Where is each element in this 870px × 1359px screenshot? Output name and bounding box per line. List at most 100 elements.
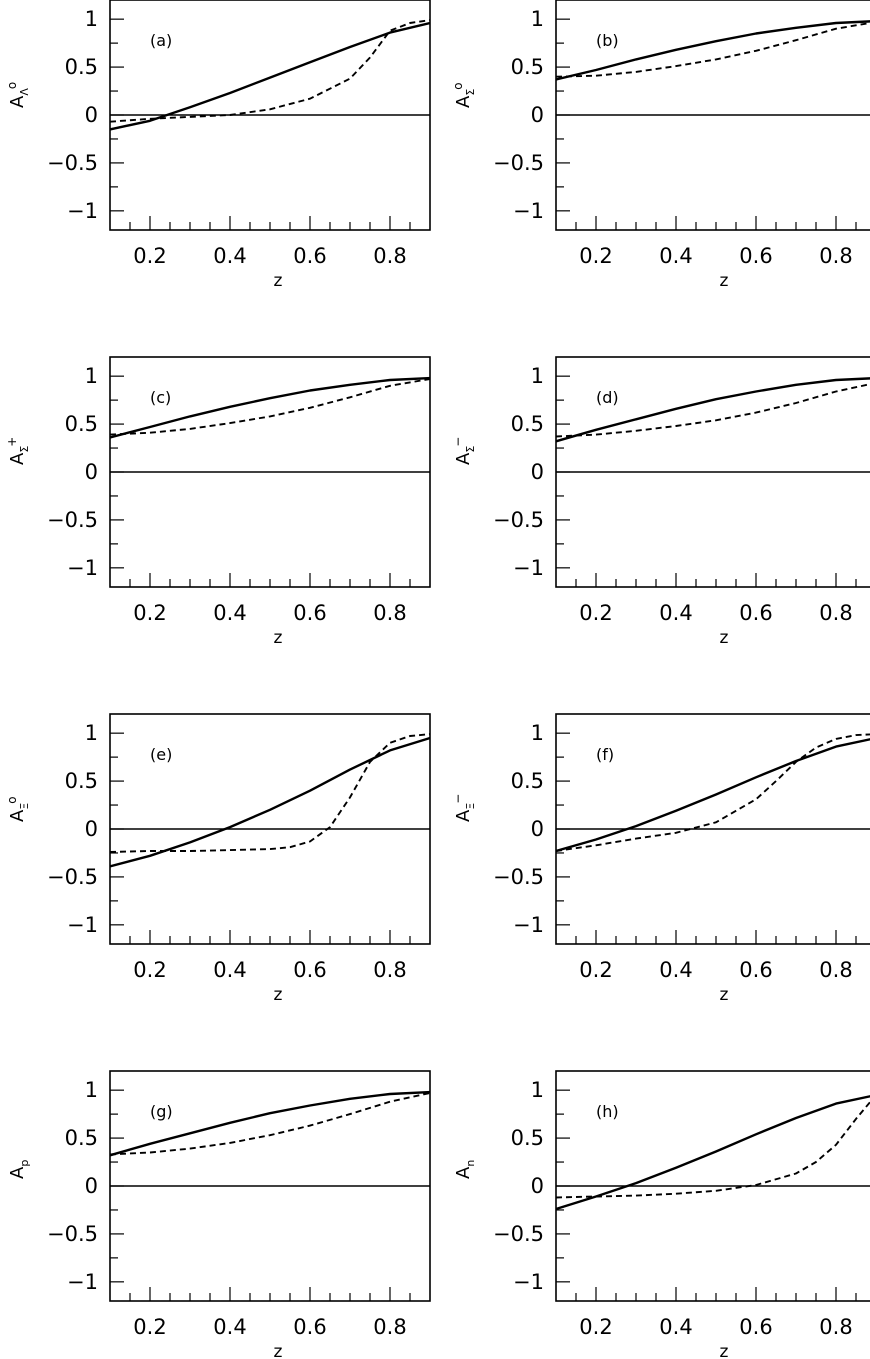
y-axis-title-subscript: Λ [18,88,31,96]
y-tick-label: 0.5 [511,769,544,793]
chart-panel: 0.2 0.4 0.6 0.8 1 0.5 0 −0.5 −1 z AΛo (a) [5,0,431,291]
y-axis-title-base: A [453,809,474,822]
y-tick-label: −0.5 [47,508,98,532]
y-axis-title-base: A [453,1166,474,1179]
dashed-curve [556,733,870,852]
y-axis-title-subscript: Ξ [18,803,31,810]
x-tick-label: 0.6 [739,958,772,982]
y-tick-label: −1 [67,199,98,223]
x-tick-label: 0.4 [659,1315,692,1339]
x-axis-title: z [720,628,729,648]
x-axis-title: z [274,1342,283,1359]
x-axis-title: z [720,985,729,1005]
panel-label: (h) [596,1102,619,1121]
y-axis-title: AΣ+ [5,437,31,465]
y-tick-label: 0 [85,817,98,841]
y-tick-label: 0 [85,103,98,127]
y-tick-label: 1 [85,1078,98,1102]
x-tick-label: 0.4 [659,958,692,982]
x-tick-label: 0.8 [373,244,406,268]
y-tick-label: −0.5 [47,151,98,175]
y-tick-label: 0.5 [65,55,98,79]
x-tick-label: 0.8 [819,244,852,268]
solid-curve [556,738,870,853]
panel-label: (g) [150,1102,173,1121]
x-tick-label: 0.4 [213,601,246,625]
y-tick-label: −0.5 [47,1222,98,1246]
y-tick-label: −1 [67,1270,98,1294]
y-axis-title-subscript: p [18,1160,31,1167]
chart-panel: 0.2 0.4 0.6 0.8 1 0.5 0 −0.5 −1 z AΞo (e) [5,713,431,1005]
solid-curve [556,20,870,81]
y-tick-label: 0 [531,103,544,127]
y-tick-label: 1 [531,721,544,745]
y-axis-title-base: A [7,95,28,108]
y-tick-label: 0.5 [65,769,98,793]
y-tick-label: −1 [513,1270,544,1294]
x-tick-label: 0.6 [739,1315,772,1339]
y-axis-title-superscript: − [451,437,465,447]
dashed-curve [110,733,430,853]
y-tick-label: 0.5 [65,1126,98,1150]
y-axis-title-base: A [7,1166,28,1179]
x-tick-label: 0.4 [659,601,692,625]
x-tick-label: 0.8 [819,1315,852,1339]
y-axis-title-base: A [7,809,28,822]
y-tick-label: 0.5 [65,412,98,436]
y-axis-title-superscript: + [5,437,19,447]
y-tick-label: −0.5 [493,508,544,532]
x-tick-label: 0.8 [373,1315,406,1339]
y-tick-label: −1 [513,556,544,580]
x-tick-label: 0.6 [739,244,772,268]
panel-label: (f) [596,745,614,764]
y-tick-label: 0 [85,460,98,484]
x-tick-label: 0.2 [133,244,166,268]
y-tick-label: 1 [85,7,98,31]
y-axis-title: AΣ− [451,437,477,465]
x-axis-title: z [274,271,283,291]
chart-panel: 0.2 0.4 0.6 0.8 1 0.5 0 −0.5 −1 z AΣ+ (c) [5,356,431,648]
y-axis-title-subscript: Ξ [464,803,477,810]
y-tick-label: −0.5 [47,865,98,889]
y-axis-title: An [453,1160,477,1179]
x-tick-label: 0.6 [293,958,326,982]
solid-curve [110,1090,430,1157]
x-tick-label: 0.8 [819,958,852,982]
x-tick-label: 0.4 [213,244,246,268]
x-tick-label: 0.8 [819,601,852,625]
x-tick-label: 0.6 [739,601,772,625]
x-tick-label: 0.8 [373,601,406,625]
y-tick-label: −0.5 [493,1222,544,1246]
x-tick-label: 0.6 [293,601,326,625]
solid-curve [556,1095,870,1211]
x-axis-title: z [720,271,729,291]
dashed-curve [556,22,870,78]
x-tick-label: 0.2 [133,601,166,625]
x-tick-label: 0.8 [373,958,406,982]
dashed-curve [110,19,430,123]
y-axis-title-base: A [453,95,474,108]
chart-panel: 0.2 0.4 0.6 0.8 1 0.5 0 −0.5 −1 z AΞ− (f) [451,713,870,1005]
y-tick-label: 0 [531,460,544,484]
panel-label: (a) [150,31,172,50]
x-tick-label: 0.2 [133,958,166,982]
dashed-curve [556,1100,870,1199]
y-tick-label: −0.5 [493,151,544,175]
y-axis-title: AΞo [5,796,31,822]
y-axis-title-base: A [7,452,28,465]
y-tick-label: 0.5 [511,412,544,436]
y-tick-label: −0.5 [493,865,544,889]
x-tick-label: 0.4 [213,1315,246,1339]
x-tick-label: 0.6 [293,244,326,268]
x-axis-title: z [274,985,283,1005]
x-tick-label: 0.2 [579,244,612,268]
y-tick-label: 1 [85,364,98,388]
y-tick-label: 0.5 [511,1126,544,1150]
x-tick-label: 0.2 [579,1315,612,1339]
chart-panel: 0.2 0.4 0.6 0.8 1 0.5 0 −0.5 −1 z AΣ− (d) [451,356,870,648]
y-tick-label: 1 [531,364,544,388]
y-axis-title-superscript: − [451,794,465,804]
y-tick-label: −1 [513,913,544,937]
y-axis-title-superscript: o [5,796,19,803]
